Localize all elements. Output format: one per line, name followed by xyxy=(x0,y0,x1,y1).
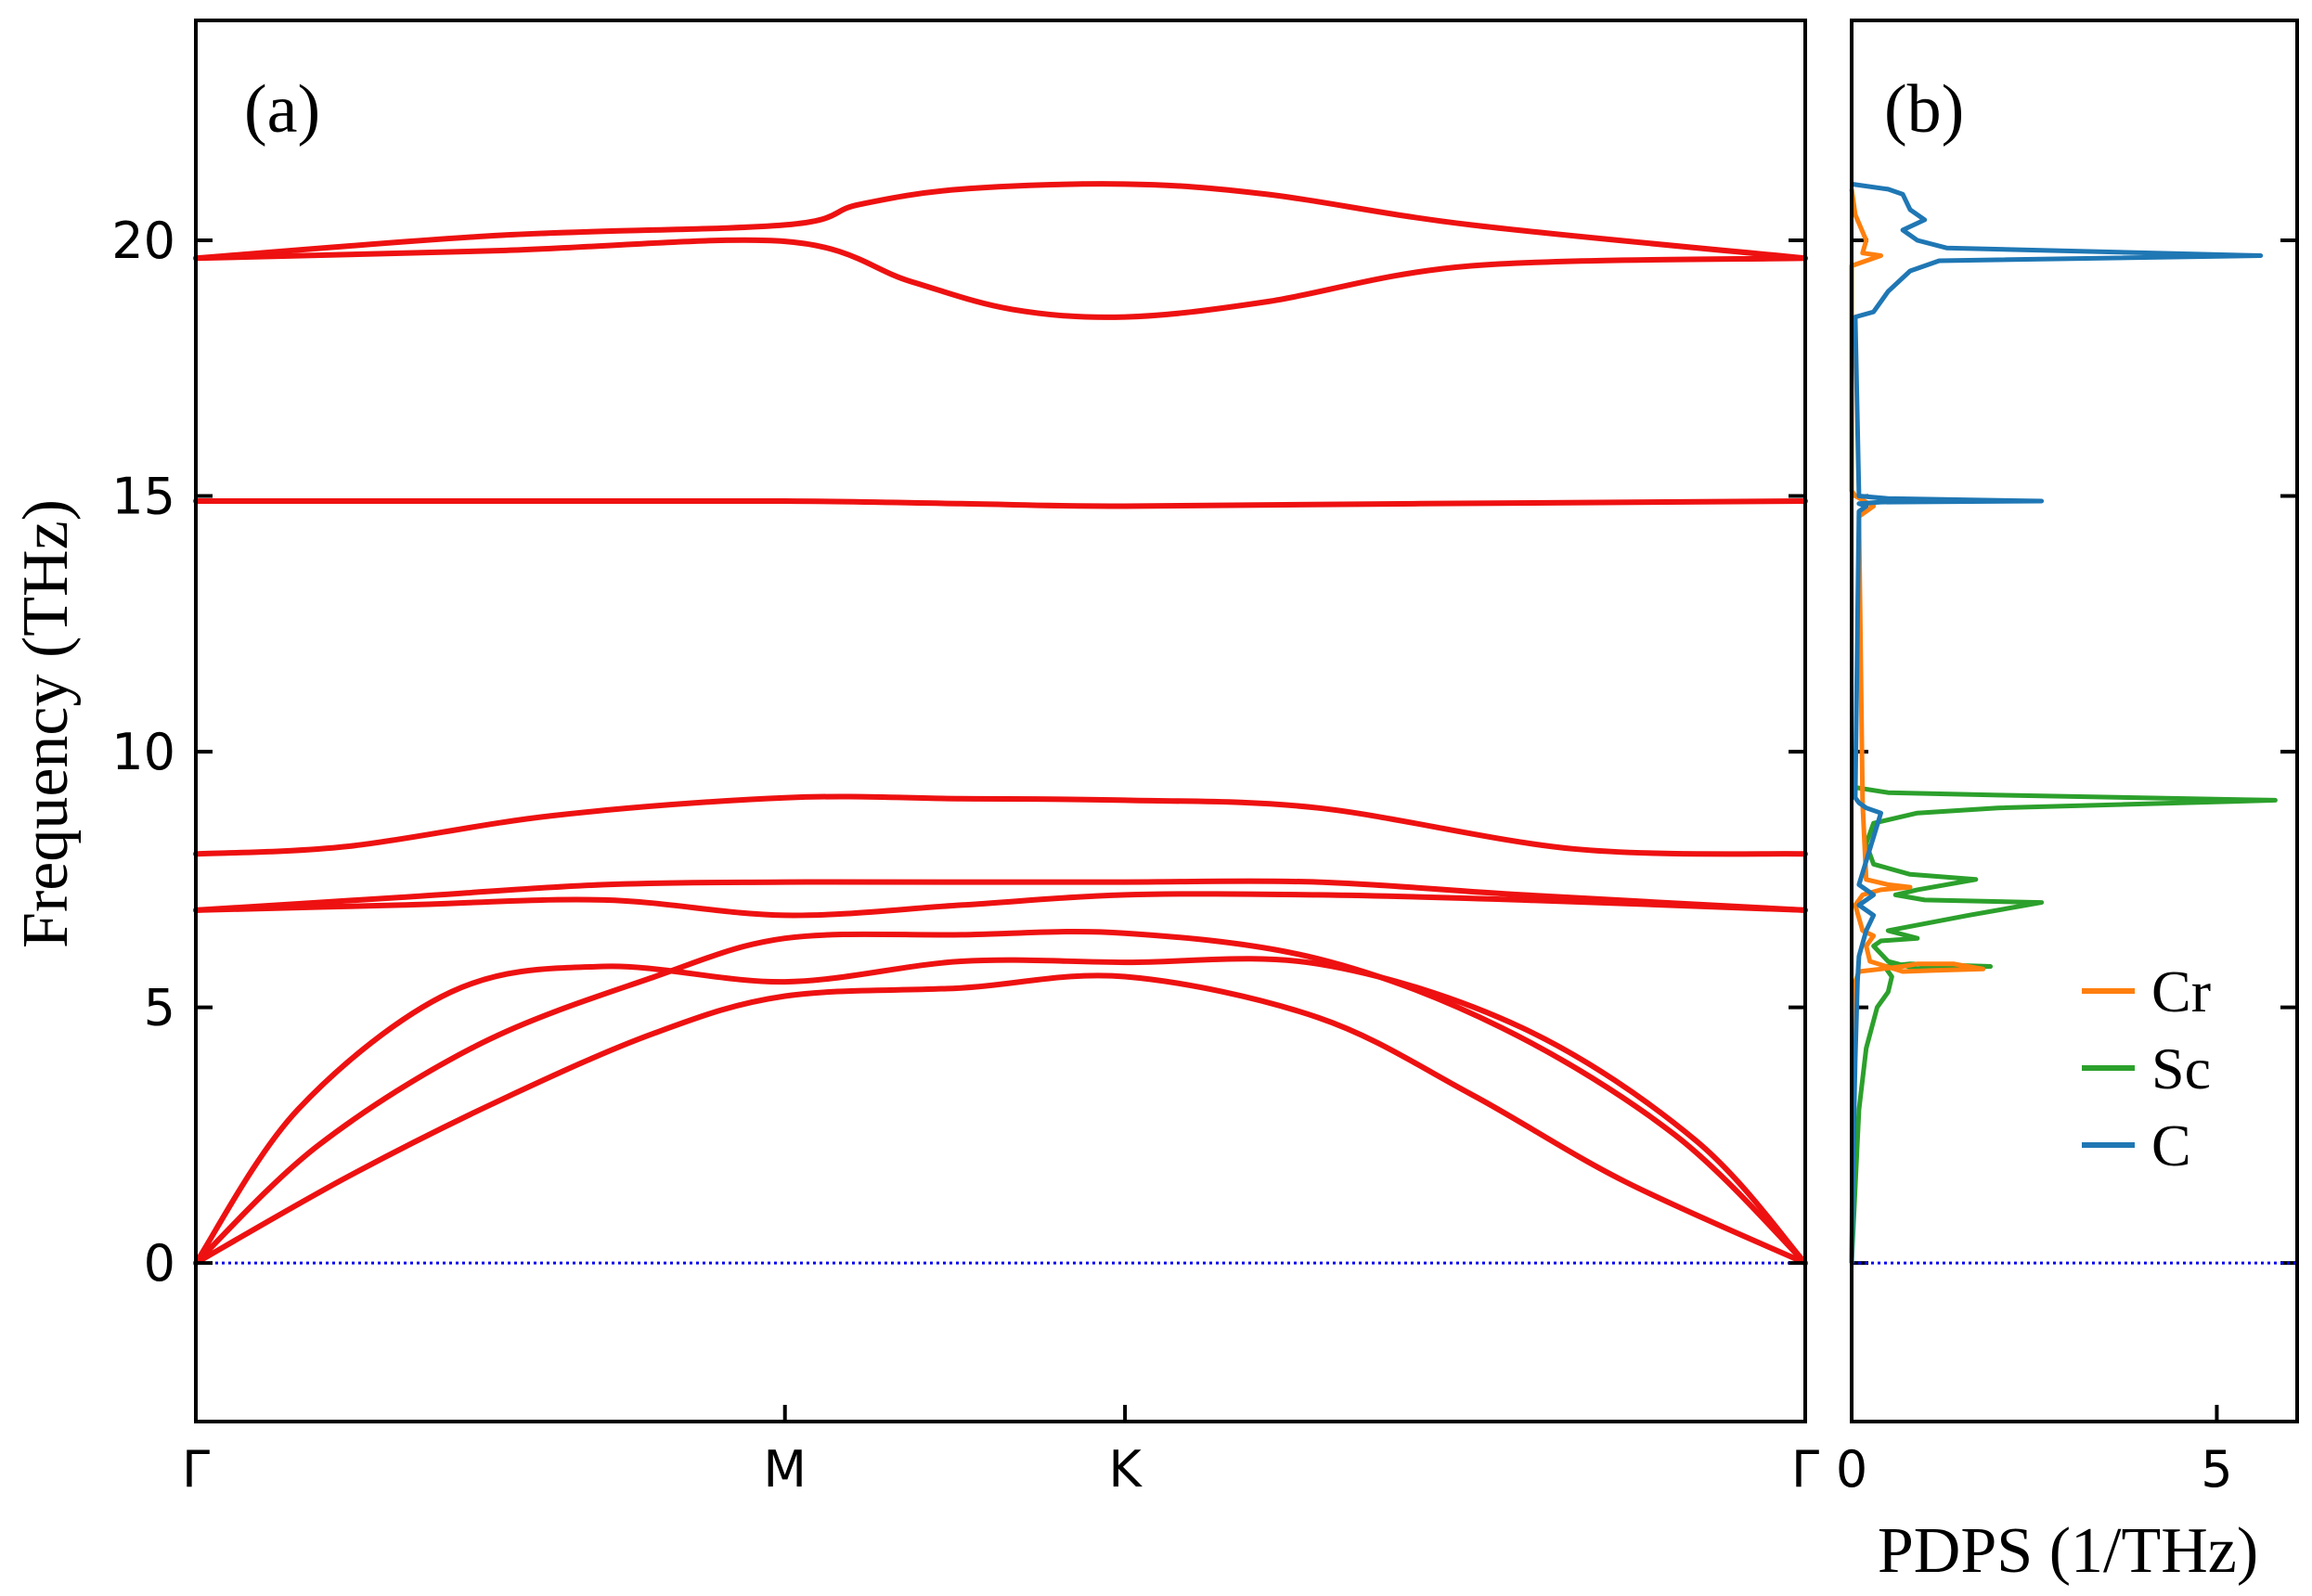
panel-a-y-ticks: 0 5 10 15 20 xyxy=(111,212,2297,1293)
phonon-band-3 xyxy=(193,956,1808,1267)
panel-a-frame xyxy=(194,19,1807,1423)
panel-a-plot-area xyxy=(193,181,1808,1267)
phonon-band-7 xyxy=(193,497,1808,509)
pdps-curve-cr xyxy=(1849,188,1986,1264)
y-tick-label: 10 xyxy=(111,723,175,781)
phonon-band-9 xyxy=(193,181,1808,262)
legend-label-cr: Cr xyxy=(2151,959,2211,1024)
x-axis-label-pdps: PDPS (1/THz) xyxy=(1878,1515,2258,1587)
phonon-band-8 xyxy=(193,237,1808,320)
panel-b-frame xyxy=(1850,19,2299,1423)
y-tick-label: 15 xyxy=(111,468,175,526)
phonon-band-5 xyxy=(193,878,1808,913)
legend-label-sc: Sc xyxy=(2151,1036,2211,1101)
phonon-band-2 xyxy=(193,928,1808,1267)
phonon-band-6 xyxy=(193,793,1808,857)
x-tick-label: Γ xyxy=(182,1440,210,1499)
pdps-x-tick-label: 0 xyxy=(1836,1440,1867,1499)
pdps-curve-c xyxy=(1849,181,2264,1264)
y-tick-label: 5 xyxy=(144,979,175,1037)
panel-b-plot-area xyxy=(1849,181,2297,1265)
x-tick-label: M xyxy=(763,1440,807,1499)
phonon-band-1 xyxy=(193,972,1808,1267)
phonon-band-4 xyxy=(193,891,1808,919)
pdps-x-tick-label: 5 xyxy=(2201,1440,2232,1499)
y-axis-label: Frequency (THz) xyxy=(10,499,82,948)
pdps-curve-sc xyxy=(1849,785,2278,1264)
x-tick-label: K xyxy=(1108,1440,1143,1499)
legend-label-c: C xyxy=(2151,1113,2191,1178)
panel-b-label: (b) xyxy=(1884,71,1964,148)
y-tick-label: 20 xyxy=(111,212,175,270)
legend: Cr Sc C xyxy=(2082,959,2211,1178)
x-tick-label: Γ xyxy=(1791,1440,1819,1499)
panel-a-label: (a) xyxy=(244,71,320,148)
y-tick-label: 0 xyxy=(144,1234,175,1293)
